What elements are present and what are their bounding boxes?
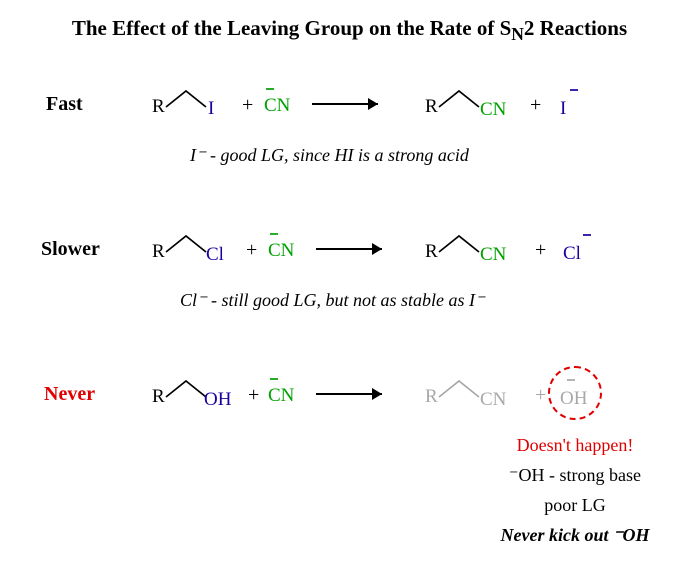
plus-1a: + [246, 239, 257, 261]
zigzag-0a [166, 91, 206, 107]
caption-row-1: Cl⁻ - still good LG, but not as stable a… [180, 290, 485, 311]
zigzag-2a [166, 381, 206, 397]
lg-1: Cl [206, 244, 224, 265]
arrow-head-1 [372, 243, 382, 255]
reaction-row-1: R Cl + CN R CN + Cl [140, 219, 680, 279]
r-label-0a: R [152, 96, 165, 117]
cn-prod-1: CN [480, 244, 507, 265]
caption-row-0: I⁻ - good LG, since HI is a strong acid [190, 145, 469, 166]
forbidden-ring-icon [548, 366, 602, 420]
row-label-fast: Fast [46, 93, 83, 116]
cn-1: CN [268, 240, 295, 261]
arrow-head-0 [368, 98, 378, 110]
plus-2b: + [535, 384, 546, 406]
r-label-1a: R [152, 241, 165, 262]
page-title: The Effect of the Leaving Group on the R… [0, 16, 699, 45]
lg-2: OH [204, 389, 232, 410]
anion-1: Cl [563, 243, 581, 264]
note-never-kick: Never kick out ⁻OH [455, 525, 695, 546]
title-sub: N [511, 24, 524, 44]
plus-0a: + [242, 94, 253, 116]
cn-2: CN [268, 385, 295, 406]
zigzag-1b [439, 236, 479, 252]
note-strong-base: ⁻OH - strong base [470, 465, 680, 486]
r-label-0b: R [425, 96, 438, 117]
zigzag-0b [439, 91, 479, 107]
reaction-row-0: R I + CN R CN + I [140, 74, 680, 134]
title-part-1: The Effect of the Leaving Group on the R… [72, 16, 511, 40]
note-doesnt-happen: Doesn't happen! [470, 435, 680, 456]
row-label-never: Never [44, 383, 95, 406]
cn-0: CN [264, 95, 291, 116]
r-label-2a: R [152, 386, 165, 407]
zigzag-1a [166, 236, 206, 252]
r-label-2b: R [425, 386, 438, 407]
r-label-1b: R [425, 241, 438, 262]
row-label-slower: Slower [41, 238, 100, 261]
arrow-head-2 [372, 388, 382, 400]
title-part-2: 2 Reactions [524, 16, 627, 40]
note-poor-lg: poor LG [470, 495, 680, 516]
plus-0b: + [530, 94, 541, 116]
plus-2a: + [248, 384, 259, 406]
anion-0: I [560, 98, 566, 119]
cn-prod-0: CN [480, 99, 507, 120]
cn-prod-2: CN [480, 389, 507, 410]
lg-0: I [208, 98, 214, 119]
plus-1b: + [535, 239, 546, 261]
zigzag-2b [439, 381, 479, 397]
